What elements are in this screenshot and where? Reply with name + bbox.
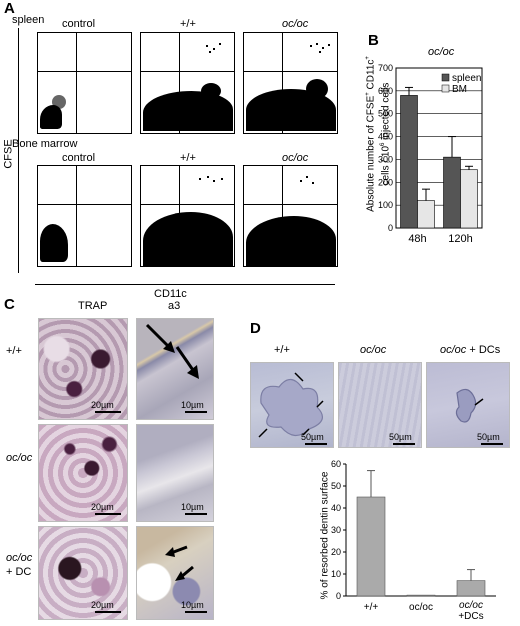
y-tick-label: 0 <box>336 591 341 601</box>
x-tick-label: 120h <box>448 233 472 245</box>
cfse-axis-label: CFSE <box>2 139 15 169</box>
panel-d-letter: D <box>250 320 261 337</box>
plot-title-spleen-wt: +/+ <box>180 18 196 30</box>
cd11c-axis-label: CD11c <box>154 288 187 300</box>
y-tick-label: 10 <box>331 569 341 579</box>
plot-title-spleen-ococ: oc/oc <box>282 18 309 30</box>
row-label-bone-marrow: Bone marrow <box>12 138 78 150</box>
y-tick-label: 20 <box>331 547 341 557</box>
y-tick-label: 60 <box>331 459 341 469</box>
bar-oc-oc <box>406 594 436 597</box>
top-label-ococ-dcs: oc/oc + DCs <box>440 344 501 356</box>
y-tick-label: 100 <box>378 200 393 210</box>
y-tick-label: 700 <box>378 63 393 73</box>
y-tick-label: 500 <box>378 109 393 119</box>
y-tick-label: 30 <box>331 525 341 535</box>
flow-plot-spleen-wt <box>140 32 235 134</box>
panel-b-letter: B <box>368 32 379 49</box>
bar-- <box>356 496 386 597</box>
x-tick-label: 48h <box>408 233 426 245</box>
row-label-dc: + DC <box>6 566 32 578</box>
y-tick-label: 400 <box>378 132 393 142</box>
top-label-ococ: oc/oc <box>360 344 387 356</box>
bar-spleen-120h <box>443 156 461 229</box>
cfse-axis-line <box>18 28 19 273</box>
y-tick-label: 40 <box>331 503 341 513</box>
plot-title-bm-ococ: oc/oc <box>282 152 309 164</box>
legend-swatch-bm <box>441 84 450 93</box>
y-tick-label: 0 <box>388 223 393 233</box>
bar-BM-120h <box>460 169 478 229</box>
cd11c-axis-line <box>35 284 335 285</box>
panel-c-letter: C <box>4 296 15 313</box>
dentin-image-wt: 50µm <box>250 362 334 448</box>
x-tick-label: oc/oc <box>409 602 433 613</box>
row-label-ococ-dc: oc/oc <box>6 552 33 564</box>
chart-b-title: oc/oc <box>428 46 455 58</box>
flow-plot-bm-control <box>37 165 132 267</box>
micrograph-trap-ococ-dc: 20µm <box>38 526 128 620</box>
x-tick-label: +/+ <box>364 602 379 613</box>
arrow-icon <box>145 323 199 379</box>
micrograph-a3-ococ: 10µm <box>136 424 214 522</box>
flow-plot-spleen-ococ <box>243 32 338 134</box>
flow-plot-bm-wt <box>140 165 235 267</box>
legend-swatch-spleen <box>441 73 450 82</box>
bar-spleen-48h <box>400 95 418 229</box>
micrograph-trap-ococ: 20µm <box>38 424 128 522</box>
micrograph-a3-wt: 10µm <box>136 318 214 420</box>
plot-title-bm-wt: +/+ <box>180 152 196 164</box>
plot-title-spleen-control: control <box>62 18 96 30</box>
plot-title-bm-control: control <box>62 152 96 164</box>
bar-BM-48h <box>417 200 435 229</box>
dentin-image-ococ: 50µm <box>338 362 422 448</box>
col-label-trap: TRAP <box>78 300 108 312</box>
flow-plot-bm-ococ <box>243 165 338 267</box>
y-tick-label: 200 <box>378 177 393 187</box>
col-label-a3: a3 <box>168 300 181 312</box>
legend-label-spleen: spleen <box>452 73 481 84</box>
row-label-spleen: spleen <box>12 14 45 26</box>
y-tick-label: 300 <box>378 154 393 164</box>
arrow-icon <box>165 545 194 581</box>
y-tick-label: 600 <box>378 86 393 96</box>
y-tick-label: 50 <box>331 481 341 491</box>
bar-oc-oc-DCs <box>456 580 486 597</box>
x-tick-label: oc/oc <box>459 600 483 611</box>
row-label-wt: +/+ <box>6 345 22 357</box>
x-tick-label-line2: +DCs <box>458 611 483 622</box>
flow-plot-spleen-control <box>37 32 132 134</box>
panel-a-letter: A <box>4 0 15 17</box>
row-label-ococ: oc/oc <box>6 452 33 464</box>
top-label-wt: +/+ <box>274 344 290 356</box>
dentin-image-ococ-dcs: 50µm <box>426 362 510 448</box>
micrograph-a3-ococ-dc: 10µm <box>136 526 214 620</box>
micrograph-trap-wt: 20µm <box>38 318 128 420</box>
legend-label-bm: BM <box>452 84 467 95</box>
